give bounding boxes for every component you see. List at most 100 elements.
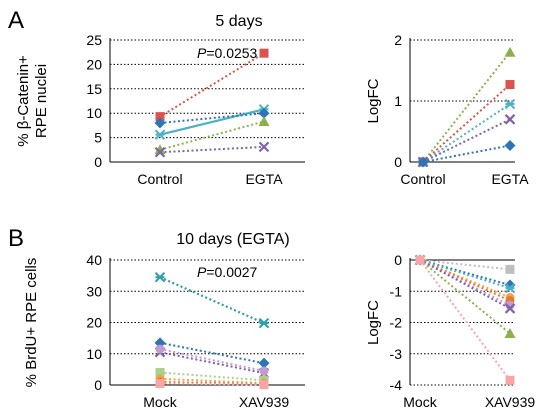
series-line [159, 380, 265, 386]
series-1 [155, 48, 269, 122]
series-line [419, 259, 511, 381]
x-category-label: Mock [143, 394, 177, 410]
y-tick-label: 0 [94, 377, 102, 393]
series-line [419, 259, 511, 286]
chart-3: 0 10 20 30 40 Mock XAV939 % BrdU+ RPE cells P=0.… [23, 252, 305, 410]
data-point [504, 114, 516, 125]
series-line [422, 103, 511, 163]
data-point [258, 357, 270, 369]
series-line [159, 351, 265, 375]
x-category-label: EGTA [245, 171, 283, 187]
panel-letter-a: A [8, 7, 24, 34]
series-line [159, 382, 265, 386]
y-tick-label: -4 [390, 377, 403, 393]
series-line [159, 377, 265, 385]
data-point [504, 303, 516, 314]
y-tick-label: -3 [390, 346, 403, 362]
y-tick-label: 20 [86, 56, 102, 72]
series-line [159, 276, 265, 325]
y-tick-label: 0 [394, 154, 402, 170]
y-tick-label: 0 [394, 252, 402, 268]
data-point [415, 255, 425, 265]
data-point [154, 129, 166, 140]
y-tick-label: 20 [86, 315, 102, 331]
y-tick-label: 40 [86, 252, 102, 268]
data-point [504, 282, 516, 294]
y-axis-label: LogFC [365, 300, 382, 345]
data-point [259, 380, 269, 390]
data-point [155, 368, 165, 377]
series-6 [155, 374, 269, 388]
y-tick-label: 2 [394, 32, 402, 48]
series-1 [415, 255, 515, 274]
data-point [154, 117, 166, 129]
y-axis-label-line2: RPE nuclei [33, 64, 50, 138]
panel-a-title: 5 days [215, 13, 262, 30]
x-category-label: Mock [403, 394, 437, 410]
series-line [422, 118, 511, 163]
data-point [505, 375, 515, 385]
data-point [504, 46, 516, 57]
series-line [159, 145, 265, 154]
x-category-label: XAV939 [485, 394, 536, 410]
series-line [422, 83, 511, 163]
series-line [419, 259, 511, 310]
series-8 [155, 378, 269, 390]
data-point [417, 156, 429, 168]
series-line [422, 51, 511, 163]
data-point [154, 271, 166, 283]
series-5 [417, 140, 516, 168]
y-tick-label: 15 [86, 81, 102, 97]
data-point [504, 98, 516, 110]
series-line [419, 259, 511, 302]
series-8 [414, 254, 516, 338]
series-line [419, 259, 511, 307]
y-tick-label: 10 [86, 346, 102, 362]
series-line [159, 52, 265, 118]
series-5 [154, 141, 270, 158]
series-line [159, 120, 265, 151]
data-point [505, 264, 515, 274]
y-tick-label: 10 [86, 105, 102, 121]
y-tick-label: -1 [390, 283, 403, 299]
data-point [258, 107, 270, 119]
series-line [419, 259, 511, 299]
series-line [419, 259, 511, 271]
series-line [159, 341, 265, 365]
data-point [259, 48, 269, 58]
data-point [504, 140, 516, 152]
data-point [155, 112, 165, 122]
series-3 [154, 346, 270, 379]
series-line [159, 112, 265, 124]
series-2 [154, 337, 270, 369]
y-tick-label: 5 [94, 130, 102, 146]
data-point [154, 146, 166, 158]
y-tick-label: 1 [394, 93, 402, 109]
p-value-annotation: P=0.0027 [197, 264, 258, 280]
panel-b-title: 10 days (EGTA) [176, 231, 290, 248]
data-point [259, 366, 269, 376]
data-point [154, 144, 166, 155]
data-point [505, 80, 515, 90]
series-1 [417, 46, 516, 167]
series-1 [154, 271, 270, 329]
x-category-label: Control [400, 171, 445, 187]
data-point [155, 378, 165, 388]
series-line [419, 259, 511, 335]
panel-letter-b: B [8, 225, 24, 252]
series-9 [415, 255, 515, 385]
y-tick-label: -2 [390, 315, 403, 331]
chart-2: 0 1 2 Control EGTA LogFC [365, 32, 529, 187]
y-axis-label: % BrdU+ RPE cells [23, 258, 40, 388]
series-line [159, 108, 265, 136]
series-4 [154, 115, 270, 155]
data-point [258, 317, 270, 329]
chart-1: 0 5 10 15 20 25 Control EGTA % β-Catenin+ RPE nuc… [15, 32, 305, 187]
data-point [258, 115, 270, 126]
series-4 [155, 344, 269, 376]
p-value-annotation: P=0.0253 [197, 45, 258, 61]
y-axis-label-line1: % β-Catenin+ [15, 55, 32, 147]
series-3 [154, 107, 270, 129]
